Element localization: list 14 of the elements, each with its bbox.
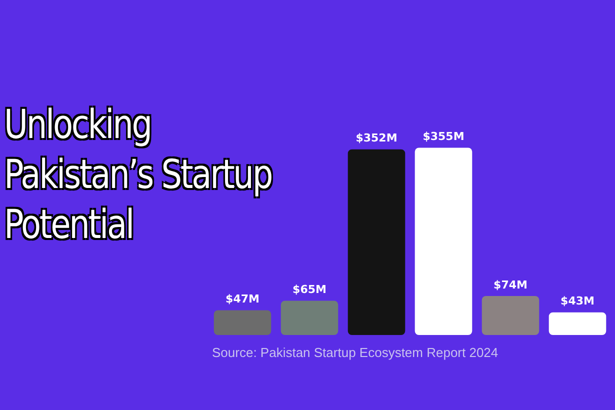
data-label: $352M xyxy=(356,132,398,145)
data-label: $47M xyxy=(226,292,260,306)
bar xyxy=(414,148,472,335)
source-note: Source: Pakistan Startup Ecosystem Report 2024 xyxy=(212,345,498,360)
bar xyxy=(280,300,338,335)
bar xyxy=(348,149,406,335)
bar xyxy=(548,312,606,335)
data-label: $65M xyxy=(292,283,326,296)
data-label: $43M xyxy=(560,294,594,308)
chart-title: Unlocking Pakistan’s Startup Potential xyxy=(4,101,272,250)
bar xyxy=(482,296,540,335)
data-label: $355M xyxy=(422,130,464,144)
data-label: $74M xyxy=(494,278,528,292)
bar xyxy=(214,310,272,335)
